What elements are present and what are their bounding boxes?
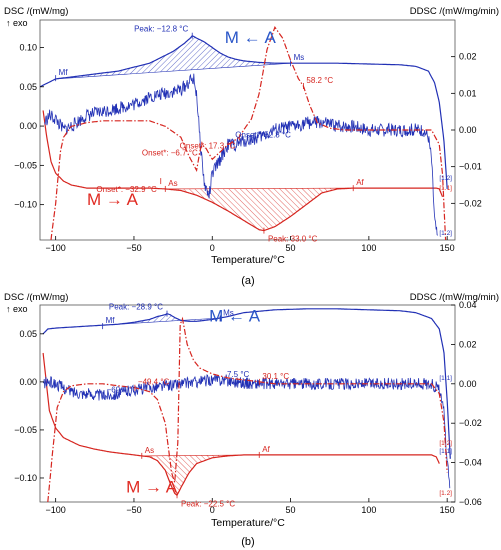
right-axis-tick-label: −0.01 [459, 162, 482, 172]
panel-b-annotations: Peak: −28.9 °C M ← A Mf Ms −69.4 °C−49.4 °C 7… [102, 303, 289, 508]
series-line-red-right-axis [50, 26, 447, 241]
cycle-label: [1.2] [439, 440, 452, 447]
panel-a-annotations: Peak: −12.8 °C M ← A Mf Ms 58.2 °C Onset*: 17… [55, 25, 365, 244]
panel-b-left-ticks: 0.05 0.00 −0.05 −0.10 [14, 329, 44, 483]
x-axis-tick-label: −50 [126, 505, 141, 515]
right-axis-tick-label: −0.04 [459, 458, 482, 468]
panel-a-exo-label: ↑ exo [6, 18, 28, 28]
panel-b-hatches [102, 313, 260, 496]
annotation-label: Af [356, 178, 364, 187]
cycle-label: [1.1] [439, 375, 452, 382]
annotation-label: Mf [59, 68, 69, 77]
series-line-red-left-axis [42, 352, 440, 497]
panel-a-cycle-labels: [1.2] [1.1] [1.2] [439, 175, 452, 237]
annotation-label: Ms [294, 53, 305, 62]
panel-b-series [42, 308, 451, 503]
annotation-label: Af [262, 445, 270, 454]
cycle-label: [1.1] [439, 185, 452, 192]
transformation-label: M ← A [225, 28, 277, 47]
x-axis-tick-label: 0 [210, 243, 215, 253]
annotation-label: Onset*: −32.9 °C [96, 185, 157, 194]
right-axis-tick-label: −0.02 [459, 198, 482, 208]
cycle-label: [1.2] [439, 230, 452, 237]
right-axis-tick-label: −0.06 [459, 497, 482, 507]
annotation-label: As [168, 179, 177, 188]
panel-b-caption: (b) [241, 536, 254, 548]
series-line-red-right-axis [47, 316, 448, 503]
panel-a-series [39, 26, 448, 241]
annotation-label: Mf [106, 316, 116, 325]
panel-b-exo-label: ↑ exo [6, 304, 28, 314]
panel-b: DSC /(mW/mg) ↑ exo DDSC /(mW/mg/min) 0.0… [4, 292, 499, 548]
series-line-blue-left-axis [42, 308, 451, 459]
left-axis-tick-label: −0.05 [14, 425, 37, 435]
left-axis-tick-label: 0.05 [19, 329, 37, 339]
panel-b-plot-frame [39, 304, 456, 503]
panel-a-ylabel-left: DSC /(mW/mg) [4, 6, 68, 17]
annotation-label: As [145, 446, 154, 455]
series-line-blue-left-axis [39, 35, 448, 189]
x-axis-tick-label: 50 [286, 505, 296, 515]
left-axis-tick-label: −0.10 [14, 200, 37, 210]
cycle-label: [1.2] [439, 490, 452, 497]
x-axis-tick-label: 50 [286, 243, 296, 253]
right-axis-tick-label: 0.01 [459, 88, 477, 98]
annotation-label: 30.1 °C [262, 372, 289, 381]
x-axis-tick-label: −100 [46, 505, 66, 515]
transformation-label: M ← A [209, 307, 261, 326]
panel-b-ylabel-left: DSC /(mW/mg) [4, 292, 68, 303]
right-axis-tick-label: 0.02 [459, 52, 477, 62]
annotation-label: Onset*: −6.7 °C [142, 149, 198, 158]
panel-b-ylabel-right: DDSC /(mW/mg/min) [410, 292, 499, 303]
x-axis-tick-label: −100 [46, 243, 66, 253]
series-line-red-left-axis [42, 110, 444, 232]
left-axis-tick-label: −0.10 [14, 473, 37, 483]
annotation-label: −69.4 °C [107, 386, 139, 395]
annotation-label: Onset*: 52.8 °C [235, 130, 291, 139]
panel-b-x-ticks: −100 −50 0 50 100 150 [46, 498, 455, 515]
right-axis-tick-label: 0.02 [459, 339, 477, 349]
left-axis-tick-label: 0.10 [19, 43, 37, 53]
right-axis-tick-label: 0.04 [459, 300, 477, 310]
series-line-blue-right-axis [44, 73, 438, 236]
panel-b-xlabel: Temperature/°C [211, 517, 285, 529]
panel-a-x-ticks: −100 −50 0 50 100 150 [46, 236, 455, 253]
panel-a: DSC /(mW/mg) ↑ exo DDSC /(mW/mg/min) 0.1… [4, 6, 499, 287]
panel-a-ylabel-right: DDSC /(mW/mg/min) [410, 6, 499, 17]
panel-a-right-ticks: 0.02 0.01 0.00 −0.01 −0.02 [451, 52, 482, 208]
right-axis-tick-label: −0.02 [459, 418, 482, 428]
cycle-label: [1.1] [439, 448, 452, 455]
annotation-label: Peak: 33.0 °C [268, 235, 318, 244]
panel-a-xlabel: Temperature/°C [211, 254, 285, 266]
transformation-label: M → A [87, 190, 139, 209]
transformation-label: M → A [126, 478, 178, 497]
series-line-blue-right-axis [42, 374, 451, 489]
left-axis-tick-label: 0.00 [19, 121, 37, 131]
annotation-label: 58.2 °C [306, 76, 333, 85]
annotation-label: Ms [223, 308, 234, 317]
panel-a-caption: (a) [241, 275, 254, 287]
annotation-label: 7.5 °C [227, 370, 250, 379]
x-axis-tick-label: 0 [210, 505, 215, 515]
annotation-label: Onset*: 17.3 °C [180, 141, 236, 150]
panel-a-left-ticks: 0.10 0.05 0.00 −0.05 −0.10 [14, 43, 44, 210]
x-axis-tick-label: 150 [440, 243, 455, 253]
annotation-label: Peak: −22.5 °C [181, 499, 235, 508]
cycle-label: [1.2] [439, 175, 452, 182]
annotation-label: Peak: −12.8 °C [134, 25, 188, 34]
x-axis-tick-label: 100 [361, 243, 376, 253]
panel-b-cycle-labels: [1.1][1.2][1.1][1.2] [439, 375, 452, 497]
x-axis-tick-label: 150 [440, 505, 455, 515]
left-axis-tick-label: −0.05 [14, 160, 37, 170]
annotation-label: −49.4 °C [138, 378, 170, 387]
x-axis-tick-label: 100 [361, 505, 376, 515]
x-axis-tick-label: −50 [126, 243, 141, 253]
panel-b-right-ticks: 0.04 0.02 0.00 −0.02 −0.04 −0.06 [451, 300, 482, 507]
left-axis-tick-label: 0.05 [19, 82, 37, 92]
right-axis-tick-label: 0.00 [459, 379, 477, 389]
annotation-label: Peak: −28.9 °C [109, 303, 163, 312]
left-axis-tick-label: 0.00 [19, 377, 37, 387]
right-axis-tick-label: 0.00 [459, 125, 477, 135]
